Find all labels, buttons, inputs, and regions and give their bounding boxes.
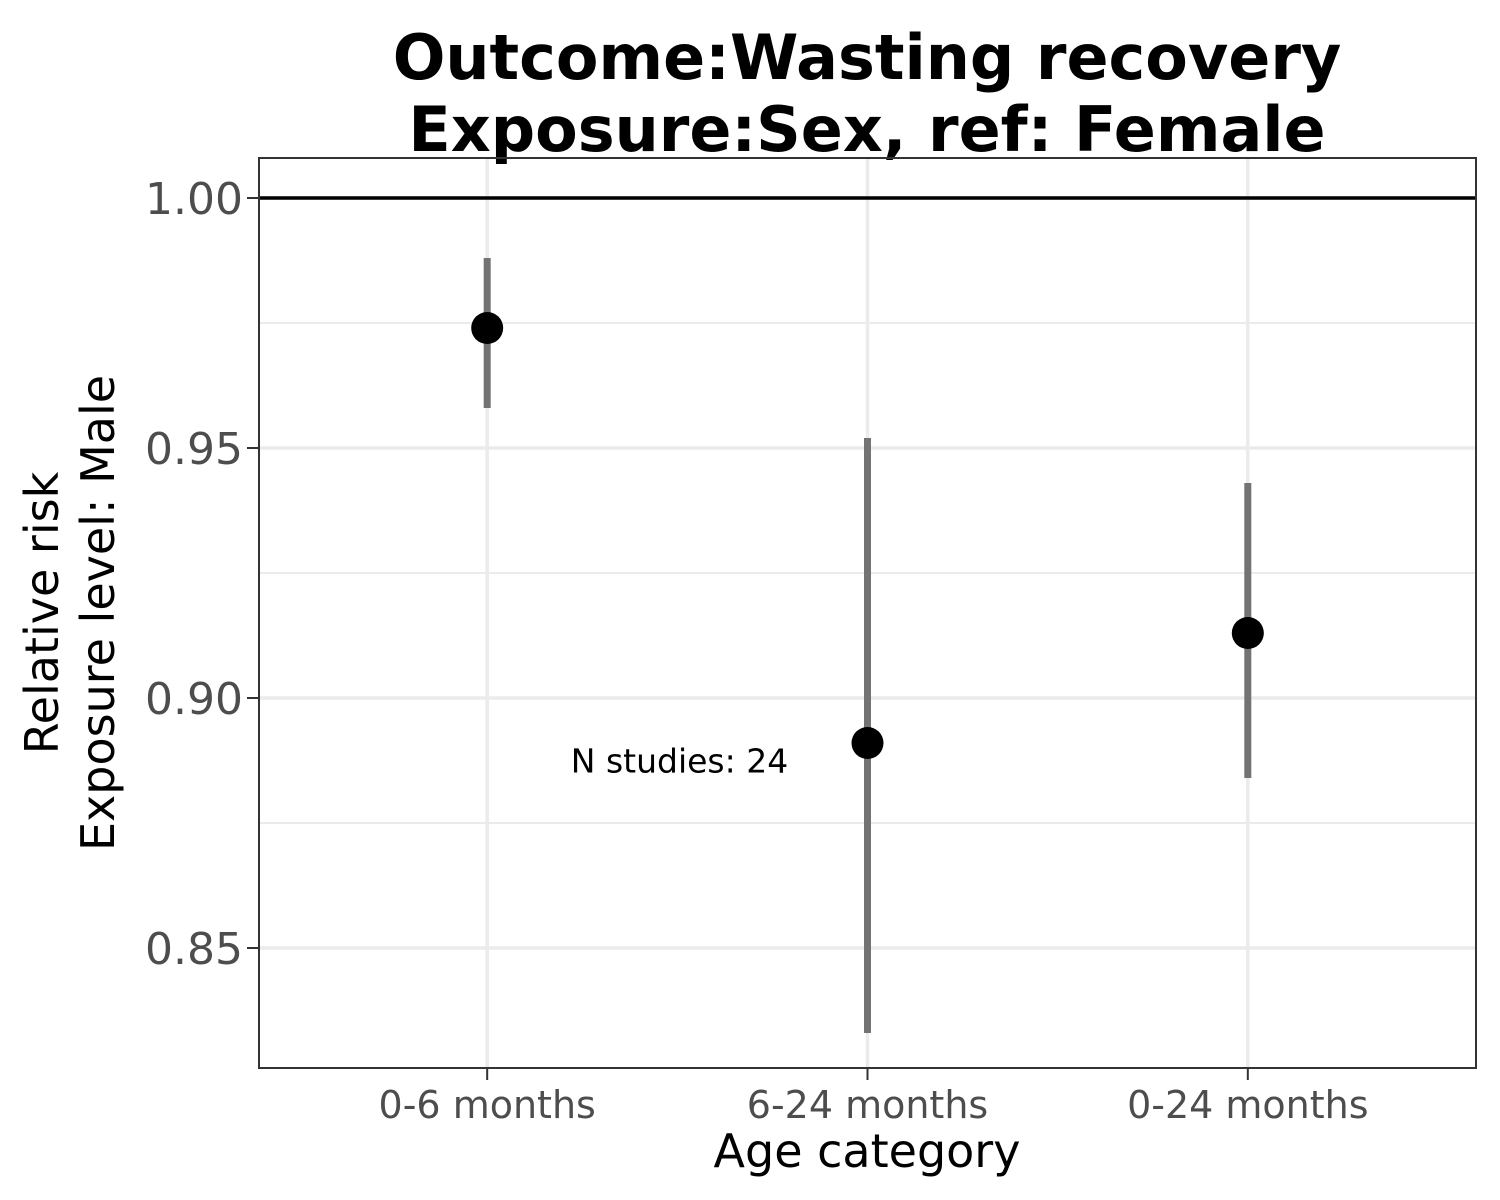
- y-axis-title-line-1: Relative risk: [15, 471, 69, 754]
- data-point-1: [851, 727, 884, 759]
- data-point-2: [1231, 617, 1264, 649]
- y-tick-label-0: 0.85: [145, 924, 243, 975]
- y-tick-label-1: 0.90: [145, 674, 243, 725]
- y-axis-ticks: 0.85 0.90 0.95 1.00: [145, 174, 259, 975]
- data-points: [471, 312, 1264, 759]
- n-studies-annotation: N studies: 24: [571, 742, 788, 781]
- y-axis-title-line-2: Exposure level: Male: [71, 375, 125, 851]
- x-tick-label-0: 0-6 months: [379, 1083, 596, 1127]
- y-tick-label-3: 1.00: [145, 174, 243, 225]
- x-tick-label-1: 6-24 months: [747, 1083, 988, 1127]
- data-point-0: [471, 312, 504, 344]
- x-axis-title: Age category: [714, 1124, 1021, 1178]
- chart-title-line-2: Exposure:Sex, ref: Female: [408, 93, 1325, 166]
- y-tick-label-2: 0.95: [145, 424, 243, 475]
- chart-title-line-1: Outcome:Wasting recovery: [393, 21, 1342, 94]
- x-tick-label-2: 0-24 months: [1127, 1083, 1368, 1127]
- x-axis-ticks: 0-6 months 6-24 months 0-24 months: [379, 1068, 1369, 1127]
